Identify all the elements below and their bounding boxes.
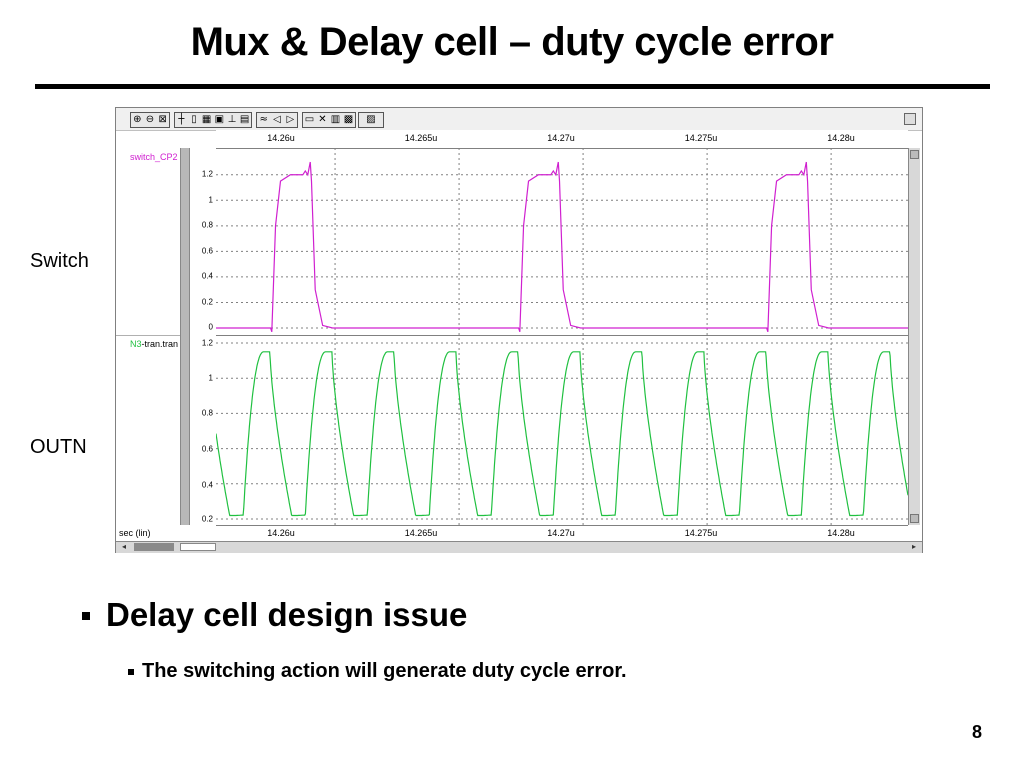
delete-icon[interactable]: ✕ [318, 114, 327, 125]
grid-icon[interactable]: ▦ [201, 114, 212, 125]
y-tick: 0.4 [201, 480, 213, 490]
scroll-left-icon[interactable]: ◂ [121, 542, 126, 551]
edit-tool-group: ▭ ✕ ▥ ▩ [302, 112, 356, 128]
scroll-right-icon[interactable]: ▸ [911, 542, 916, 551]
time-tick: 14.265u [404, 133, 438, 143]
y-tick: 1.2 [201, 338, 213, 348]
panel-divider [116, 335, 180, 336]
y-tick: 1.2 [201, 169, 213, 179]
y-tick: 0.8 [201, 220, 213, 230]
time-tick: 14.28u [827, 133, 855, 143]
scroll-window[interactable] [180, 543, 216, 551]
measure-icon[interactable]: ▯ [191, 114, 197, 125]
print-icon[interactable]: ▭ [304, 114, 315, 125]
cursor-icon[interactable]: ┼ [178, 114, 185, 125]
scroll-thumb[interactable] [134, 543, 174, 551]
outn-label: OUTN [30, 436, 87, 458]
y-tick: 0.2 [201, 297, 213, 307]
viewer-toolbar: ⊕ ⊖ ⊠ ┼ ▯ ▦ ▣ ⊥ ▤ ≈ ◁ ▷ ▭ ✕ ▥ ▩ ▨ [116, 108, 922, 131]
scroll-up-icon[interactable] [910, 150, 919, 159]
time-tick: 14.27u [547, 133, 575, 143]
marker-icon[interactable]: ▣ [214, 114, 225, 125]
horizontal-scrollbar[interactable]: ◂ ▸ [116, 541, 922, 553]
y-tick: 0 [208, 322, 213, 332]
splitter-handle[interactable] [180, 148, 190, 525]
y-tick: 0.2 [201, 514, 213, 524]
right-arrow-icon[interactable]: ▷ [286, 114, 295, 125]
window-icon[interactable] [904, 113, 916, 125]
time-tick: 14.275u [684, 528, 718, 538]
switch-waveform [216, 161, 908, 333]
time-tick: 14.275u [684, 133, 718, 143]
slide-title: Mux & Delay cell – duty cycle error [190, 20, 834, 64]
y-tick: 1 [208, 195, 213, 205]
bullet-sub-text: The switching action will generate duty … [142, 660, 627, 682]
tile-icon[interactable]: ▩ [343, 114, 354, 125]
time-tick: 14.26u [267, 528, 295, 538]
outn-waveform [216, 351, 908, 517]
signal-name-outn[interactable]: N3-tran.tran [130, 339, 179, 349]
ruler-icon[interactable]: ⊥ [227, 114, 237, 125]
layout-icon[interactable]: ▥ [330, 114, 341, 125]
zoom-fit-icon[interactable]: ⊠ [158, 114, 167, 125]
time-tick: 14.26u [267, 133, 295, 143]
y-tick: 1 [208, 373, 213, 383]
bullet-square-icon [128, 668, 134, 675]
vertical-scrollbar[interactable] [908, 148, 920, 525]
bullet-main-text: Delay cell design issue [106, 596, 468, 633]
panel-tool-group: ▨ [358, 112, 384, 128]
left-arrow-icon[interactable]: ◁ [273, 114, 281, 125]
page-number: 8 [972, 722, 983, 742]
grid-lines [216, 148, 908, 525]
y-tick: 0.8 [201, 408, 213, 418]
nav-tool-group: ≈ ◁ ▷ [256, 112, 298, 128]
level-icon[interactable]: ▤ [239, 114, 250, 125]
bullet-square-icon [82, 612, 90, 620]
panel-icon[interactable]: ▨ [366, 114, 376, 125]
y-axis-labels: 1.2 1 0.8 0.6 0.4 0.2 0 1.2 1 0.8 0.6 0.… [190, 148, 216, 525]
bullet-main: Delay cell design issue [82, 596, 467, 634]
bullet-sub: The switching action will generate duty … [128, 660, 627, 683]
signal-names-column: switch_CP2 N3-tran.tran [116, 148, 181, 525]
zoom-tool-group: ⊕ ⊖ ⊠ [130, 112, 170, 128]
waveform-plot[interactable] [216, 148, 908, 525]
signal-name-switch[interactable]: switch_CP2 [130, 152, 178, 162]
switch-label: Switch [30, 250, 89, 272]
title-underline [35, 84, 990, 89]
time-unit-label: sec (lin) [119, 528, 151, 538]
scroll-down-icon[interactable] [910, 514, 919, 523]
zoom-in-icon[interactable]: ⊕ [133, 114, 142, 125]
zoom-out-icon[interactable]: ⊖ [145, 114, 155, 125]
time-tick: 14.27u [547, 528, 575, 538]
y-tick: 0.4 [201, 271, 213, 281]
waveform-viewer: ⊕ ⊖ ⊠ ┼ ▯ ▦ ▣ ⊥ ▤ ≈ ◁ ▷ ▭ ✕ ▥ ▩ ▨ 14.26u [115, 107, 923, 553]
time-axis-top: 14.26u 14.265u 14.27u 14.275u 14.28u [216, 130, 908, 149]
waveform-icon[interactable]: ≈ [259, 114, 268, 125]
y-tick: 0.6 [201, 444, 213, 454]
time-tick: 14.28u [827, 528, 855, 538]
cursor-tool-group: ┼ ▯ ▦ ▣ ⊥ ▤ [174, 112, 252, 128]
y-tick: 0.6 [201, 246, 213, 256]
time-tick: 14.265u [404, 528, 438, 538]
time-axis-bottom: 14.26u 14.265u 14.27u 14.275u 14.28u [216, 525, 908, 542]
